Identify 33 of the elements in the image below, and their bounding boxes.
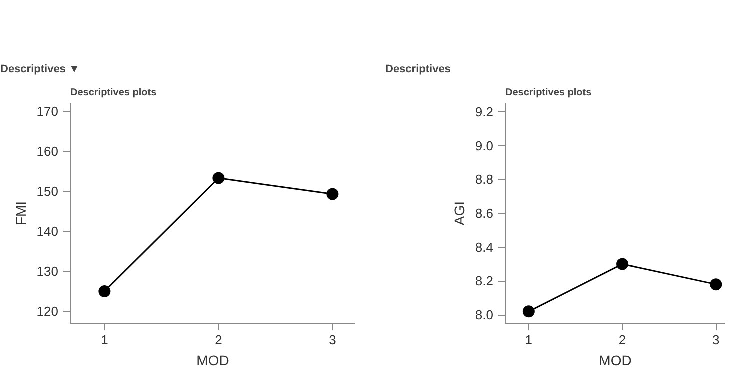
- x-tick-label: 2: [618, 332, 626, 348]
- x-tick-label: 1: [525, 332, 533, 348]
- point: [212, 172, 225, 184]
- y-tick-label: 8.4: [475, 240, 494, 255]
- y-tick-label: 8.2: [475, 274, 494, 289]
- y-tick-label: 9.2: [475, 104, 494, 120]
- chart-title: Descriptives: [386, 64, 451, 76]
- y-tick-label: 8.6: [475, 206, 494, 221]
- x-tick-label: 1: [101, 332, 108, 348]
- y-tick-label: 150: [36, 184, 59, 199]
- point: [326, 188, 339, 200]
- point: [98, 286, 111, 298]
- y-tick-label: 120: [36, 304, 59, 319]
- y-tick-label: 9.0: [475, 138, 494, 154]
- x-axis-title: MOD: [599, 352, 632, 368]
- y-tick-label: 140: [36, 224, 59, 239]
- point: [616, 258, 629, 270]
- x-tick-label: 3: [712, 332, 720, 348]
- point: [710, 278, 722, 291]
- y-tick-label: 170: [36, 104, 59, 119]
- x-tick-label: 2: [215, 332, 222, 348]
- y-axis-title: FMI: [12, 201, 29, 226]
- chart-title: Descriptives ▼: [0, 64, 80, 76]
- y-axis-title: AGI: [451, 201, 468, 226]
- chart-subtitle: Descriptives plots: [506, 88, 592, 98]
- y-tick-label: 8.0: [475, 308, 494, 323]
- x-axis-title: MOD: [196, 352, 230, 368]
- chart-subtitle: Descriptives plots: [70, 88, 158, 98]
- point: [522, 306, 535, 318]
- x-tick-label: 3: [329, 332, 336, 348]
- y-tick-label: 160: [36, 144, 59, 159]
- y-tick-label: 130: [36, 264, 59, 279]
- y-tick-label: 8.8: [475, 172, 494, 188]
